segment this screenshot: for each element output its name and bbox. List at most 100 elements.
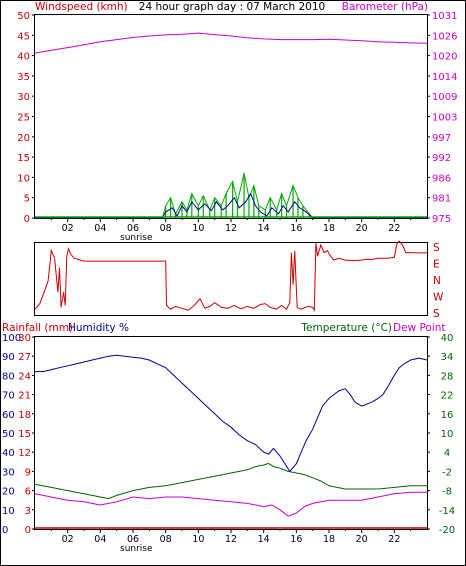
windspeed-tick-label: 15: [17, 153, 30, 164]
x-tick-label: 10: [192, 223, 204, 234]
barometer-tick-label: 986: [432, 173, 451, 184]
windspeed-tick-label: 45: [17, 31, 30, 42]
wind-direction-series: [34, 240, 427, 313]
humidity-axis-label: Humidity %: [68, 322, 129, 334]
windspeed-tick-label: 50: [17, 11, 30, 22]
sunrise-label: sunrise: [120, 544, 153, 554]
rainfall-tick-label: 24: [18, 371, 31, 382]
direction-label: W: [433, 292, 444, 304]
rainfall-tick-label: 0: [25, 525, 31, 536]
temperature-tick-label: 4: [444, 448, 450, 459]
humidity-tick-label: 80: [2, 371, 15, 382]
barometer-tick-label: 981: [432, 194, 451, 205]
windspeed-tick-label: 5: [24, 194, 30, 205]
humidity-tick-label: 0: [2, 525, 8, 536]
humidity-series: [35, 354, 428, 473]
panel-rain-hum-temp: 0 10 20 30 40 50 60 70 80 90 100 0 3 6 9 12 15 18 21 24 27 30…: [2, 333, 455, 554]
windspeed-axis-label: Windspeed (kmh): [35, 1, 128, 13]
barometer-tick-label: 992: [432, 153, 451, 164]
rainfall-tick-label: 6: [25, 487, 31, 498]
x-tick-label: 04: [94, 223, 106, 234]
direction-label: E: [433, 259, 440, 271]
x-tick-label: 18: [323, 223, 335, 234]
barometer-series: [34, 32, 428, 54]
panel-direction-frame: [34, 242, 428, 316]
x-tick-label: 16: [290, 223, 302, 234]
wind-gust-series: [35, 173, 427, 219]
humidity-tick-label: 20: [2, 487, 15, 498]
rainfall-tick-label: 9: [25, 467, 31, 478]
panel-wind-baro-frame: [34, 14, 428, 219]
x-tick-label: 08: [160, 534, 172, 545]
dewpoint-axis-label: Dew Point: [393, 322, 446, 334]
temperature-tick-label: 34: [441, 352, 454, 363]
windspeed-tick-label: 25: [17, 113, 30, 124]
temperature-tick-label: 40: [441, 333, 454, 344]
rainfall-tick-label: 30: [18, 333, 31, 344]
x-tick-label: 06: [127, 223, 139, 234]
windspeed-tick-label: 20: [17, 133, 30, 144]
x-tick-label: 14: [258, 223, 270, 234]
x-tick-label: 04: [94, 534, 106, 545]
humidity-tick-label: 60: [2, 410, 15, 421]
barometer-tick-label: 1014: [432, 72, 457, 83]
barometer-tick-label: 975: [432, 214, 451, 225]
dewpoint-series: [34, 491, 427, 517]
temperature-tick-label: -8: [442, 487, 452, 498]
rainfall-tick-label: 18: [18, 410, 31, 421]
windspeed-tick-label: 0: [24, 214, 30, 225]
humidity-tick-label: 40: [2, 448, 15, 459]
direction-label: S: [433, 242, 440, 254]
windspeed-tick-label: 35: [17, 72, 30, 83]
rainfall-tick-label: 27: [18, 352, 31, 363]
humidity-tick-label: 50: [2, 429, 15, 440]
rainfall-tick-label: 21: [18, 391, 31, 402]
barometer-tick-label: 1020: [432, 52, 457, 63]
temperature-tick-label: -20: [439, 525, 455, 536]
barometer-tick-label: 997: [432, 133, 451, 144]
humidity-tick-label: 70: [2, 391, 15, 402]
temperature-tick-label: 10: [441, 429, 454, 440]
windspeed-tick-label: 10: [17, 173, 30, 184]
x-tick-label: 20: [356, 534, 368, 545]
humidity-tick-label: 100: [2, 333, 21, 344]
temperature-series: [34, 462, 427, 500]
temperature-tick-label: -14: [439, 506, 455, 517]
panel-rain-hum-temp-frame: [34, 336, 428, 530]
x-tick-label: 06: [127, 534, 139, 545]
rainfall-tick-label: 12: [18, 448, 31, 459]
page-title: 24 hour graph day : 07 March 2010: [139, 1, 325, 13]
barometer-axis-label: Barometer (hPa): [342, 1, 428, 13]
barometer-tick-label: 1031: [432, 11, 457, 22]
temperature-tick-label: -2: [442, 467, 452, 478]
x-tick-label: 14: [258, 534, 270, 545]
x-tick-label: 08: [160, 223, 172, 234]
barometer-tick-label: 1003: [432, 113, 457, 124]
panel-wind-baro: 0 5 10 15 20 25 30 35 40 45 50 975 981 986 992 997 1003 1…: [17, 11, 457, 243]
temperature-tick-label: 22: [441, 391, 454, 402]
temperature-axis-label: Temperature (°C): [300, 322, 392, 334]
x-tick-label: 12: [225, 223, 237, 234]
direction-label: S: [433, 308, 440, 320]
direction-label: N: [433, 275, 441, 287]
x-tick-label: 10: [192, 534, 204, 545]
barometer-tick-label: 1009: [432, 92, 457, 103]
x-tick-label: 22: [388, 534, 400, 545]
x-tick-label: 12: [225, 534, 237, 545]
windspeed-tick-label: 30: [17, 92, 30, 103]
barometer-tick-label: 1026: [432, 31, 457, 42]
humidity-tick-label: 30: [2, 467, 15, 478]
x-tick-label: 02: [62, 223, 74, 234]
temperature-tick-label: 16: [441, 410, 454, 421]
rainfall-axis-label: Rainfall (mm): [2, 322, 73, 334]
sunrise-label: sunrise: [120, 233, 153, 243]
rainfall-tick-label: 15: [18, 429, 31, 440]
humidity-tick-label: 90: [2, 352, 15, 363]
wind-avg-series: [35, 192, 427, 219]
x-tick-label: 20: [356, 223, 368, 234]
rainfall-tick-label: 3: [25, 506, 31, 517]
temperature-tick-label: 28: [441, 371, 454, 382]
